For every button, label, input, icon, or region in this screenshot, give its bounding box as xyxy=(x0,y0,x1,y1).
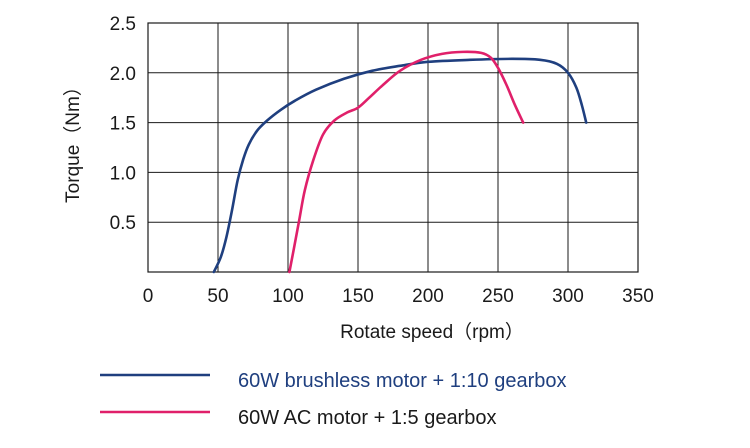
series-lines xyxy=(212,50,588,274)
x-tick-label-300: 300 xyxy=(552,286,584,307)
y-axis-label: Torque（Nm） xyxy=(62,77,84,203)
x-tick-label-0: 0 xyxy=(143,286,154,307)
y-tick-label-1: 1.0 xyxy=(110,163,136,184)
series-line-1 xyxy=(288,50,525,274)
x-tick-label-250: 250 xyxy=(482,286,514,307)
x-tick-label-150: 150 xyxy=(342,286,374,307)
y-tick-label-0-5: 0.5 xyxy=(110,213,136,234)
x-axis-label: Rotate speed（rpm） xyxy=(340,321,524,343)
x-tick-label-50: 50 xyxy=(207,286,228,307)
plot-frame xyxy=(147,22,639,273)
x-tick-label-350: 350 xyxy=(622,286,654,307)
legend-label-brushless: 60W brushless motor + 1:10 gearbox xyxy=(238,370,567,392)
grid xyxy=(148,23,638,272)
y-tick-labels: 0.5 1.0 1.5 2.0 2.5 xyxy=(110,14,136,234)
y-tick-label-2: 2.0 xyxy=(110,64,136,85)
x-tick-label-100: 100 xyxy=(272,286,304,307)
legend-label-ac: 60W AC motor + 1:5 gearbox xyxy=(238,407,496,429)
y-tick-label-2-5: 2.5 xyxy=(110,14,136,35)
x-tick-label-200: 200 xyxy=(412,286,444,307)
y-tick-label-1-5: 1.5 xyxy=(110,114,136,135)
x-tick-labels: 0 50 100 150 200 250 300 350 xyxy=(143,286,654,307)
series-line-0 xyxy=(212,57,588,274)
legend: 60W brushless motor + 1:10 gearbox 60W A… xyxy=(100,370,567,429)
